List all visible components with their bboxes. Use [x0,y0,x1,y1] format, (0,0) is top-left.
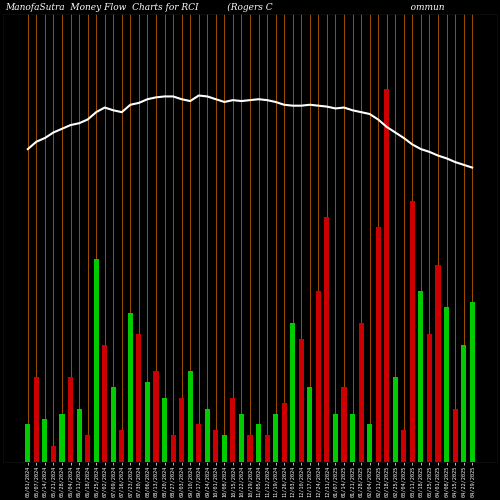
Bar [204,408,210,462]
Bar [358,323,364,462]
Bar [376,228,380,462]
Bar [452,408,458,462]
Bar [436,264,440,462]
Bar [444,307,449,462]
Bar [316,291,321,462]
Bar [418,291,424,462]
Bar [324,216,330,462]
Bar [102,344,108,462]
Bar [392,376,398,462]
Bar [230,398,235,462]
Bar [120,430,124,462]
Bar [26,424,30,462]
Bar [85,435,90,462]
Bar [308,387,312,462]
Bar [145,382,150,462]
Bar [410,200,415,462]
Bar [248,435,252,462]
Bar [239,414,244,462]
Bar [34,376,39,462]
Bar [350,414,355,462]
Bar [256,424,261,462]
Bar [162,398,167,462]
Text: ManofaSutra  Money Flow  Charts for RCI          (Rogers C                      : ManofaSutra Money Flow Charts for RCI (R… [5,3,445,12]
Bar [470,302,474,462]
Bar [68,376,73,462]
Bar [42,419,48,462]
Bar [273,414,278,462]
Bar [188,371,192,462]
Bar [60,414,64,462]
Bar [222,435,227,462]
Bar [461,344,466,462]
Bar [154,371,158,462]
Bar [170,435,175,462]
Bar [282,403,286,462]
Bar [196,424,202,462]
Bar [51,446,56,462]
Bar [290,323,296,462]
Bar [427,334,432,462]
Bar [333,414,338,462]
Bar [110,387,116,462]
Bar [298,339,304,462]
Bar [384,88,390,462]
Bar [367,424,372,462]
Bar [214,430,218,462]
Bar [402,430,406,462]
Bar [94,260,98,462]
Bar [76,408,82,462]
Bar [179,398,184,462]
Bar [264,435,270,462]
Bar [136,334,141,462]
Bar [128,312,133,462]
Bar [342,387,346,462]
